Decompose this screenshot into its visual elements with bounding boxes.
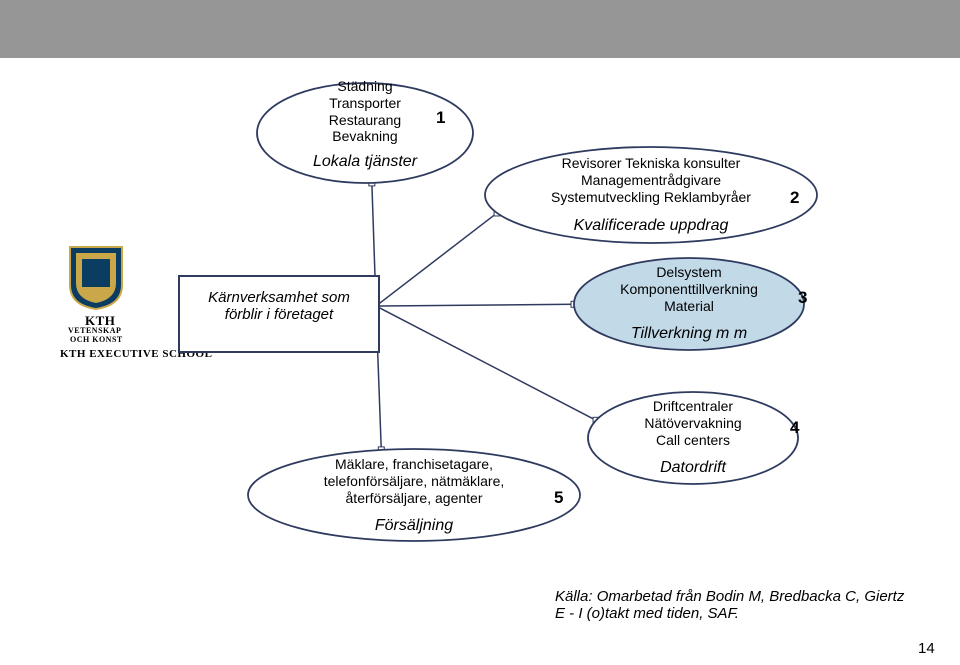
ellipse-e5-header: Försäljning <box>300 516 528 535</box>
ellipse-e3-header: Tillverkning m m <box>610 324 768 343</box>
source-citation: Källa: Omarbetad från Bodin M, Bredbacka… <box>555 588 915 622</box>
ellipse-e4-header: Datordrift <box>620 458 766 477</box>
ellipse-e1-text: StädningTransporterRestaurangBevakning <box>310 78 420 145</box>
ellipse-e4-text: DriftcentralerNätövervakningCall centers <box>620 398 766 448</box>
ellipse-e1-number: 1 <box>436 108 445 128</box>
ellipse-e5-text: Mäklare, franchisetagare,telefonförsälja… <box>300 456 528 506</box>
diagram-svg <box>0 0 960 665</box>
ellipse-e3-text: DelsystemKomponenttillverkningMaterial <box>610 264 768 314</box>
ellipse-e3-number: 3 <box>798 288 807 308</box>
ellipse-e1-header: Lokala tjänster <box>310 152 420 171</box>
ellipse-e2-header: Kvalificerade uppdrag <box>540 216 762 235</box>
page-number: 14 <box>918 640 935 657</box>
ellipse-e5-number: 5 <box>554 488 563 508</box>
kth-sublabel-2: OCH KONST <box>70 335 123 344</box>
kth-sublabel-1: VETENSKAP <box>68 326 121 335</box>
core-activity-box: Kärnverksamhet somförblir i företaget <box>178 275 380 353</box>
ellipse-e4-number: 4 <box>790 418 799 438</box>
ellipse-e2-number: 2 <box>790 188 799 208</box>
ellipse-e2-text: Revisorer Tekniska konsulterManagementrå… <box>540 155 762 205</box>
kth-shield-icon <box>68 245 124 311</box>
